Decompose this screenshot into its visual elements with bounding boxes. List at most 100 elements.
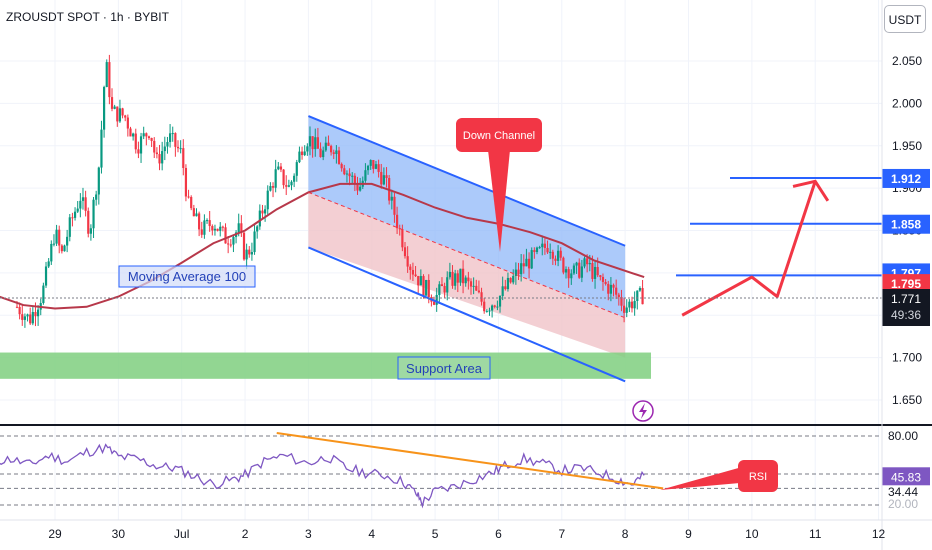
candle-body — [440, 284, 444, 287]
candle-body — [377, 164, 380, 172]
candle-body — [92, 199, 95, 229]
currency-button[interactable]: USDT — [884, 5, 926, 33]
candle-body — [256, 226, 259, 232]
candle-body — [625, 307, 628, 313]
candle-body — [459, 268, 462, 283]
candle-body — [295, 162, 298, 176]
current-price-tag: 1.771 49:36 — [882, 289, 930, 326]
candle-body — [557, 250, 560, 261]
candle-body — [551, 251, 554, 259]
candle-body — [446, 277, 449, 293]
candle-body — [79, 200, 82, 209]
down-channel-callout[interactable]: Down Channel — [456, 118, 542, 252]
candle-body — [253, 231, 256, 253]
candle-body — [73, 211, 77, 218]
candle-body — [330, 145, 333, 153]
candle-body — [195, 213, 198, 217]
candle-body — [271, 186, 275, 188]
candle-body — [612, 284, 615, 288]
candle-body — [95, 194, 98, 200]
candle-body — [395, 214, 399, 229]
rsi-callout[interactable]: RSI — [660, 460, 778, 492]
candle-body — [87, 210, 90, 234]
candle-body — [52, 243, 56, 245]
candle-body — [591, 263, 594, 279]
horizontal-levels[interactable] — [676, 176, 882, 277]
candle-body — [37, 309, 40, 317]
candle-body — [467, 277, 470, 282]
candle-body — [66, 236, 69, 246]
candle-body — [89, 228, 92, 234]
candle-body — [348, 173, 351, 177]
candle-body — [285, 185, 288, 187]
candle-body — [145, 133, 148, 137]
candle-body — [393, 196, 396, 215]
candle-body — [506, 277, 510, 290]
candle-body — [63, 245, 66, 252]
candle-body — [23, 316, 27, 320]
support-zone[interactable] — [0, 352, 651, 379]
time-tick-label: 2 — [242, 527, 249, 541]
time-axis[interactable]: 29 30 Jul 2 3 4 5 6 7 8 9 10 11 12 — [48, 527, 885, 541]
candle-body — [372, 160, 375, 169]
channel-upper-line — [308, 115, 626, 247]
time-tick-label: 6 — [495, 527, 502, 541]
rsi-line — [0, 443, 645, 509]
candle-body — [504, 286, 507, 290]
candle-body — [630, 301, 634, 309]
candle-body — [385, 175, 388, 179]
candle-body — [221, 226, 224, 228]
candle-body — [435, 294, 438, 305]
candle-body — [417, 276, 420, 286]
candle-body — [593, 266, 597, 279]
candle-body — [601, 276, 605, 282]
candle-body — [213, 228, 217, 231]
projection-path — [681, 180, 817, 317]
candle-body — [279, 166, 283, 170]
rsi-callout-label: RSI — [749, 471, 767, 483]
down-channel-lines[interactable] — [308, 115, 626, 383]
candle-body — [451, 271, 454, 286]
support-callout[interactable]: Support Area — [397, 356, 491, 380]
bar-countdown: 49:36 — [891, 308, 921, 322]
candle-body — [316, 137, 320, 149]
candle-body — [153, 140, 156, 153]
rsi-trendline[interactable] — [276, 432, 664, 490]
candle-body — [604, 281, 607, 284]
candle-body — [116, 106, 119, 122]
candle-body — [150, 137, 153, 141]
candle-body — [488, 310, 491, 312]
support-label: Support Area — [406, 361, 483, 376]
down-channel-callout-pointer — [488, 150, 510, 252]
rsi-tick-label: 34.44 — [888, 485, 918, 499]
candle-body — [620, 297, 623, 306]
candle-body — [266, 190, 269, 210]
chart-title: ZROUSDT SPOT · 1h · BYBIT — [6, 10, 169, 24]
candle-body — [306, 146, 309, 152]
moving-average-label-box — [118, 265, 256, 288]
candle-body — [567, 269, 570, 279]
candle-body — [530, 250, 533, 269]
candle-body — [498, 295, 502, 307]
candle-body — [475, 285, 478, 291]
candle-body — [100, 129, 103, 168]
candle-body — [588, 263, 591, 265]
candle-body — [512, 275, 515, 283]
candle-body — [501, 286, 504, 296]
rsi-callout-pointer — [660, 467, 742, 490]
candle-body — [68, 217, 71, 237]
candle-body — [366, 165, 370, 171]
candle-body — [485, 310, 488, 312]
candle-body — [200, 229, 203, 235]
candle-body — [308, 136, 312, 147]
candle-body — [343, 168, 346, 175]
candle-body — [414, 274, 417, 277]
lightning-icon[interactable] — [632, 400, 654, 422]
rsi-current-value: 45.83 — [891, 470, 921, 484]
candle-body — [351, 175, 354, 177]
moving-average-callout[interactable]: Moving Average 100 — [118, 265, 256, 288]
rsi-tick-label: 80.00 — [888, 429, 918, 443]
candle-body — [55, 229, 58, 244]
